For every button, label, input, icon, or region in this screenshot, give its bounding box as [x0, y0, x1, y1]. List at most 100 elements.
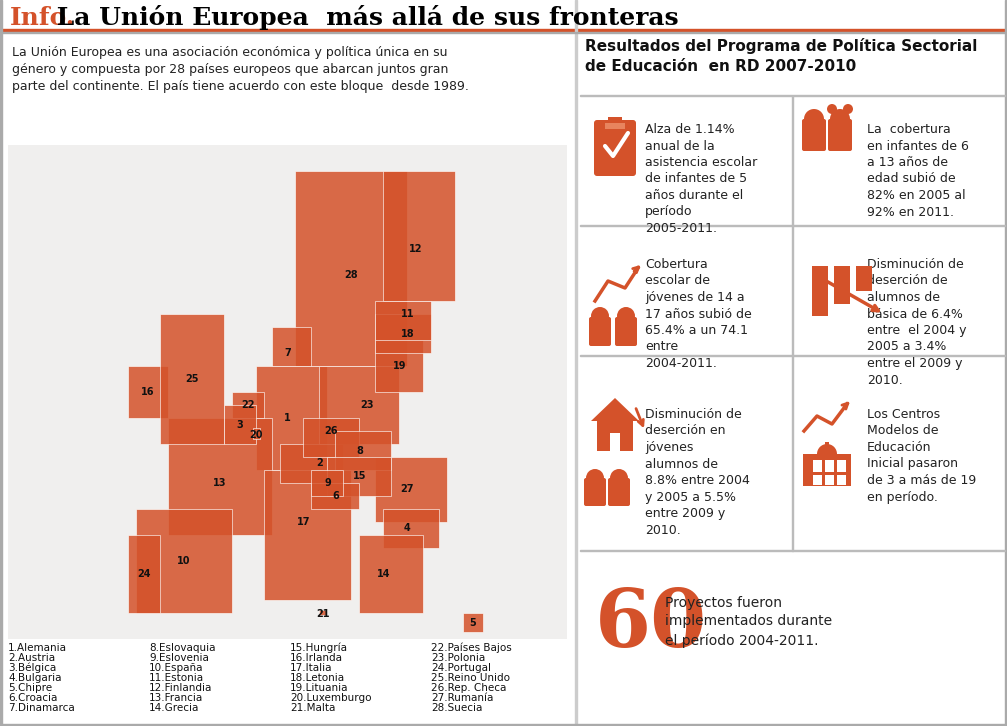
- Text: La  cobertura
en infantes de 6
a 13 años de
edad subió de
82% en 2005 al
92% en : La cobertura en infantes de 6 a 13 años …: [867, 123, 969, 219]
- Bar: [575, 0, 576, 726]
- Polygon shape: [376, 301, 431, 340]
- Bar: [0, 724, 1007, 726]
- Text: Cobertura
escolar de
jóvenes de 14 a
17 años subió de
65.4% a un 74.1
entre
2004: Cobertura escolar de jóvenes de 14 a 17 …: [645, 258, 752, 370]
- Text: 11.Estonia: 11.Estonia: [149, 673, 204, 683]
- Text: 4: 4: [404, 523, 411, 534]
- Polygon shape: [168, 418, 272, 535]
- Text: 10: 10: [177, 556, 190, 566]
- Bar: [856, 266, 872, 291]
- Bar: [580, 550, 1005, 551]
- Bar: [0, 32, 1007, 33]
- Polygon shape: [128, 535, 160, 613]
- Text: 13: 13: [212, 478, 227, 488]
- Polygon shape: [591, 398, 639, 421]
- Circle shape: [591, 307, 609, 325]
- Text: 26: 26: [324, 426, 338, 436]
- Text: 22.Países Bajos: 22.Países Bajos: [431, 643, 512, 653]
- Text: 23.Polonia: 23.Polonia: [431, 653, 485, 663]
- Bar: [605, 123, 625, 129]
- Polygon shape: [384, 171, 455, 301]
- Polygon shape: [335, 431, 392, 470]
- Text: 22: 22: [241, 400, 255, 410]
- Text: Disminución de
deserción de
alumnos de
básica de 6.4%
entre  el 2004 y
2005 a 3.: Disminución de deserción de alumnos de b…: [867, 258, 967, 386]
- Bar: [0, 0, 1007, 30]
- Text: 20: 20: [250, 430, 263, 440]
- Text: 18.Letonia: 18.Letonia: [290, 673, 345, 683]
- Text: 7: 7: [284, 348, 291, 358]
- Text: 25: 25: [185, 374, 198, 384]
- Text: 14.Grecia: 14.Grecia: [149, 703, 199, 714]
- Polygon shape: [224, 405, 256, 444]
- Polygon shape: [376, 457, 447, 522]
- Text: 26.Rep. Checa: 26.Rep. Checa: [431, 683, 507, 693]
- Bar: [0, 0, 2, 726]
- Text: 1.Alemania: 1.Alemania: [8, 643, 67, 653]
- Bar: [812, 266, 828, 316]
- Polygon shape: [232, 392, 264, 418]
- Polygon shape: [295, 171, 407, 366]
- Polygon shape: [359, 535, 423, 613]
- Bar: [580, 95, 1005, 96]
- Text: 10.España: 10.España: [149, 663, 203, 673]
- Polygon shape: [463, 613, 483, 632]
- Bar: [834, 266, 850, 304]
- Text: 15.Hungría: 15.Hungría: [290, 643, 348, 653]
- Text: 21.Malta: 21.Malta: [290, 703, 335, 714]
- Text: 8.Eslovaquia: 8.Eslovaquia: [149, 643, 215, 653]
- FancyBboxPatch shape: [828, 119, 852, 151]
- Text: 5: 5: [469, 619, 476, 628]
- Polygon shape: [264, 470, 351, 600]
- Text: 2.Austria: 2.Austria: [8, 653, 55, 663]
- Polygon shape: [311, 470, 343, 496]
- Text: 27: 27: [401, 484, 414, 494]
- Text: 15: 15: [352, 471, 367, 481]
- Bar: [813, 475, 822, 485]
- Text: 28.Suecia: 28.Suecia: [431, 703, 482, 714]
- Text: 14: 14: [377, 569, 390, 579]
- Polygon shape: [319, 611, 326, 616]
- Text: 4.Bulgaria: 4.Bulgaria: [8, 673, 61, 683]
- Bar: [597, 421, 633, 451]
- FancyBboxPatch shape: [615, 317, 637, 346]
- Text: Info.: Info.: [10, 6, 76, 30]
- Bar: [813, 460, 822, 472]
- Text: 17: 17: [297, 517, 310, 527]
- Bar: [825, 460, 834, 472]
- Circle shape: [586, 469, 604, 487]
- FancyBboxPatch shape: [802, 119, 826, 151]
- Polygon shape: [8, 145, 567, 639]
- Text: 6: 6: [332, 491, 338, 501]
- Text: Resultados del Programa de Política Sectorial
de Educación  en RD 2007-2010: Resultados del Programa de Política Sect…: [585, 38, 978, 74]
- Text: 20.Luxemburgo: 20.Luxemburgo: [290, 693, 372, 703]
- Text: 27.Rumanía: 27.Rumanía: [431, 693, 493, 703]
- Text: Disminución de
deserción en
jóvenes
alumnos de
8.8% entre 2004
y 2005 a 5.5%
ent: Disminución de deserción en jóvenes alum…: [645, 408, 750, 537]
- Text: 17.Italia: 17.Italia: [290, 663, 332, 673]
- Bar: [608, 117, 622, 125]
- Text: 16: 16: [141, 387, 154, 397]
- Bar: [610, 433, 620, 451]
- Polygon shape: [384, 509, 439, 548]
- Polygon shape: [256, 366, 327, 470]
- Circle shape: [804, 109, 824, 129]
- Text: Proyectos fueron
implementados durante
el período 2004-2011.: Proyectos fueron implementados durante e…: [665, 596, 832, 648]
- Text: 13.Francia: 13.Francia: [149, 693, 203, 703]
- Text: 18: 18: [401, 329, 414, 338]
- Polygon shape: [376, 340, 423, 392]
- Bar: [837, 475, 846, 485]
- Text: 60: 60: [595, 586, 707, 664]
- Text: 9: 9: [324, 478, 330, 488]
- Text: Los Centros
Modelos de
Educación
Inicial pasaron
de 3 a más de 19
en período.: Los Centros Modelos de Educación Inicial…: [867, 408, 976, 504]
- Text: 5.Chipre: 5.Chipre: [8, 683, 52, 693]
- FancyBboxPatch shape: [589, 317, 611, 346]
- Text: 6.Croacia: 6.Croacia: [8, 693, 57, 703]
- Polygon shape: [136, 509, 232, 613]
- Text: 28: 28: [344, 270, 358, 280]
- Text: 21: 21: [316, 609, 329, 619]
- Text: La Unión Europea  más allá de sus fronteras: La Unión Europea más allá de sus fronter…: [48, 6, 679, 30]
- Bar: [825, 442, 829, 454]
- Text: 9.Eslovenia: 9.Eslovenia: [149, 653, 208, 663]
- Text: 23: 23: [361, 400, 374, 410]
- FancyBboxPatch shape: [608, 478, 630, 506]
- Text: 7.Dinamarca: 7.Dinamarca: [8, 703, 75, 714]
- Bar: [825, 475, 834, 485]
